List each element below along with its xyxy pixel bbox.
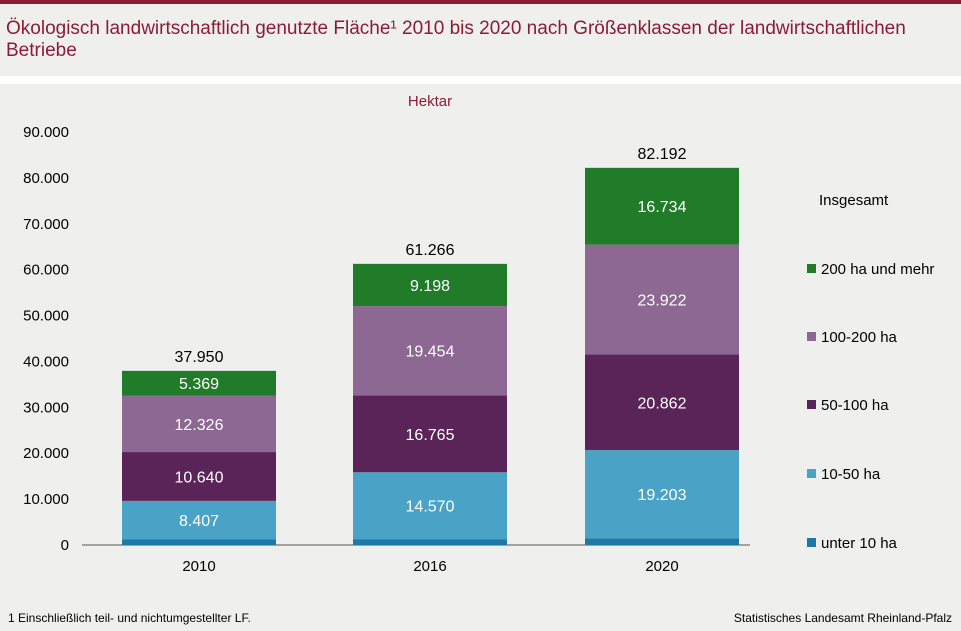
data-label: 16.765: [406, 427, 455, 444]
legend-swatch: [807, 264, 816, 273]
y-tick-label: 20.000: [23, 445, 69, 462]
legend-title: Insgesamt: [819, 192, 889, 209]
bar-segment: [353, 539, 507, 545]
total-label: 37.950: [175, 349, 224, 366]
y-tick-label: 90.000: [23, 124, 69, 141]
data-label: 19.203: [638, 487, 687, 504]
bar-segment: [353, 263, 507, 307]
total-label: 61.266: [406, 242, 455, 259]
bar-segment: [585, 354, 739, 451]
bar-segment: [585, 538, 739, 545]
x-tick-label: 2010: [182, 558, 215, 575]
bar-segment: [353, 472, 507, 540]
data-label: 5.369: [179, 376, 219, 393]
x-tick-label: 2016: [413, 558, 446, 575]
y-tick-label: 70.000: [23, 216, 69, 233]
bar-segment: [122, 370, 276, 396]
legend-swatch: [807, 400, 816, 409]
data-label: 12.326: [175, 417, 224, 434]
bar-segment: [353, 306, 507, 396]
data-label: 8.407: [179, 513, 219, 530]
chart-title: Ökologisch landwirtschaftlich genutzte F…: [6, 18, 906, 61]
y-axis-label: Hektar: [408, 93, 452, 110]
y-tick-label: 40.000: [23, 353, 69, 370]
x-tick-label: 2020: [645, 558, 678, 575]
legend-swatch: [807, 538, 816, 547]
total-label: 82.192: [638, 146, 687, 163]
bar-segment: [585, 244, 739, 355]
bar-segment: [585, 450, 739, 539]
legend-swatch: [807, 469, 816, 478]
data-label: 19.454: [406, 344, 455, 361]
bar-segment: [122, 452, 276, 501]
y-tick-label: 60.000: [23, 262, 69, 279]
top-rule: [0, 0, 961, 4]
title-separator: [0, 76, 961, 84]
bar-segment: [122, 539, 276, 545]
legend-label: 200 ha und mehr: [821, 261, 934, 278]
y-tick-label: 50.000: [23, 308, 69, 325]
y-tick-label: 0: [61, 537, 69, 554]
legend-label: unter 10 ha: [821, 535, 898, 552]
data-label: 9.198: [410, 278, 450, 295]
source-note: Statistisches Landesamt Rheinland-Pfalz: [733, 611, 952, 625]
legend-swatch: [807, 332, 816, 341]
data-label: 23.922: [638, 293, 687, 310]
y-tick-label: 80.000: [23, 170, 69, 187]
y-tick-label: 10.000: [23, 491, 69, 508]
bar-segment: [353, 395, 507, 473]
y-tick-label: 30.000: [23, 399, 69, 416]
bar-segment: [122, 500, 276, 540]
legend-label: 50-100 ha: [821, 397, 889, 414]
legend-label: 10-50 ha: [821, 466, 881, 483]
footnote: 1 Einschließlich teil- und nichtumgestel…: [8, 611, 251, 625]
bar-segment: [585, 167, 739, 245]
data-label: 16.734: [638, 199, 687, 216]
stacked-bar-chart: Hektar 0 10.000 20.000 30.000 40.000 50.000 60.…: [23, 93, 934, 575]
data-label: 10.640: [175, 469, 224, 486]
legend-label: 100-200 ha: [821, 329, 898, 346]
data-label: 14.570: [406, 499, 455, 516]
bar-segment: [122, 395, 276, 453]
data-label: 20.862: [638, 395, 687, 412]
